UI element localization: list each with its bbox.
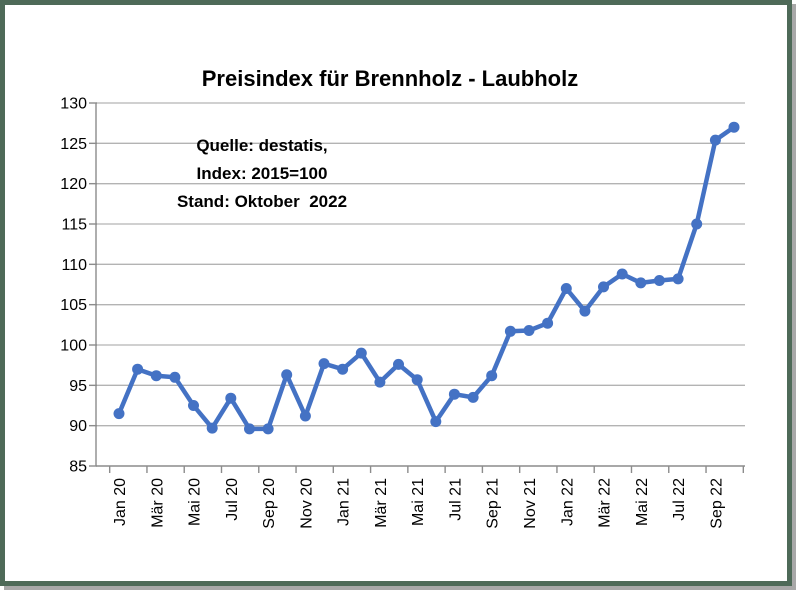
data-point	[467, 391, 479, 403]
data-point	[709, 134, 721, 146]
x-axis-label: Sep 22	[708, 478, 725, 529]
data-point	[653, 275, 665, 286]
chart-frame	[0, 0, 792, 586]
x-axis-label: Mai 20	[187, 478, 204, 526]
y-axis-label: 90	[69, 418, 87, 435]
y-axis-label: 95	[69, 378, 87, 395]
data-point	[411, 374, 423, 386]
data-point	[262, 423, 274, 435]
x-axis-label: Sep 20	[261, 478, 278, 529]
data-point	[672, 273, 684, 285]
annotation-source: Quelle: destatis,	[196, 136, 328, 155]
data-point	[728, 121, 740, 133]
y-axis-label: 120	[60, 176, 87, 193]
x-axis-label: Jan 21	[336, 478, 353, 526]
x-axis-label: Mär 20	[149, 478, 166, 528]
y-axis-label: 110	[61, 257, 87, 274]
x-axis-label: Jan 20	[112, 478, 129, 526]
data-point	[486, 370, 498, 382]
data-point	[504, 325, 516, 337]
data-point	[448, 388, 460, 400]
data-point	[523, 325, 535, 336]
data-point	[616, 268, 628, 280]
data-point	[579, 305, 591, 317]
data-point	[188, 400, 199, 411]
y-axis-label: 105	[60, 297, 87, 314]
data-point	[598, 281, 609, 293]
annotation-index-base: Index: 2015=100	[196, 164, 328, 183]
data-point	[244, 423, 255, 435]
y-axis-label: 115	[61, 217, 87, 234]
data-point	[299, 410, 311, 422]
data-point	[691, 218, 703, 230]
data-point	[337, 363, 349, 375]
x-axis-label: Mai 22	[634, 478, 651, 526]
y-axis-label: 85	[69, 459, 87, 476]
x-axis-label: Sep 21	[485, 478, 502, 529]
data-point	[560, 283, 572, 294]
data-point	[113, 408, 125, 420]
data-point	[393, 358, 404, 370]
data-point	[206, 422, 218, 434]
data-point	[318, 358, 330, 370]
data-point	[430, 416, 442, 428]
data-point	[225, 392, 237, 404]
x-axis-label: Nov 21	[522, 478, 539, 529]
data-point	[635, 277, 647, 289]
data-point	[150, 370, 162, 382]
data-point	[355, 347, 367, 359]
x-axis-label: Nov 20	[298, 478, 315, 529]
x-axis-label: Jan 22	[559, 478, 576, 526]
data-point	[374, 376, 386, 388]
y-axis-label: 100	[60, 338, 87, 355]
chart-title: Preisindex für Brennholz - Laubholz	[201, 66, 579, 91]
data-point	[281, 369, 293, 381]
x-axis-label: Jul 21	[447, 478, 464, 521]
data-point	[132, 363, 144, 375]
y-axis-label: 130	[60, 96, 87, 113]
x-axis-label: Mär 21	[373, 478, 390, 528]
y-axis-label: 125	[60, 136, 87, 153]
data-point	[542, 317, 554, 329]
x-axis-label: Mai 21	[410, 478, 427, 526]
x-axis-label: Mär 22	[597, 478, 614, 528]
x-axis-label: Jul 22	[671, 478, 688, 521]
chart-annotation: Quelle: destatis, Index: 2015=100 Stand:…	[142, 132, 382, 216]
data-point	[169, 371, 181, 383]
x-axis-label: Jul 20	[224, 478, 241, 521]
annotation-date: Stand: Oktober 2022	[176, 192, 348, 211]
series-line	[116, 124, 737, 432]
